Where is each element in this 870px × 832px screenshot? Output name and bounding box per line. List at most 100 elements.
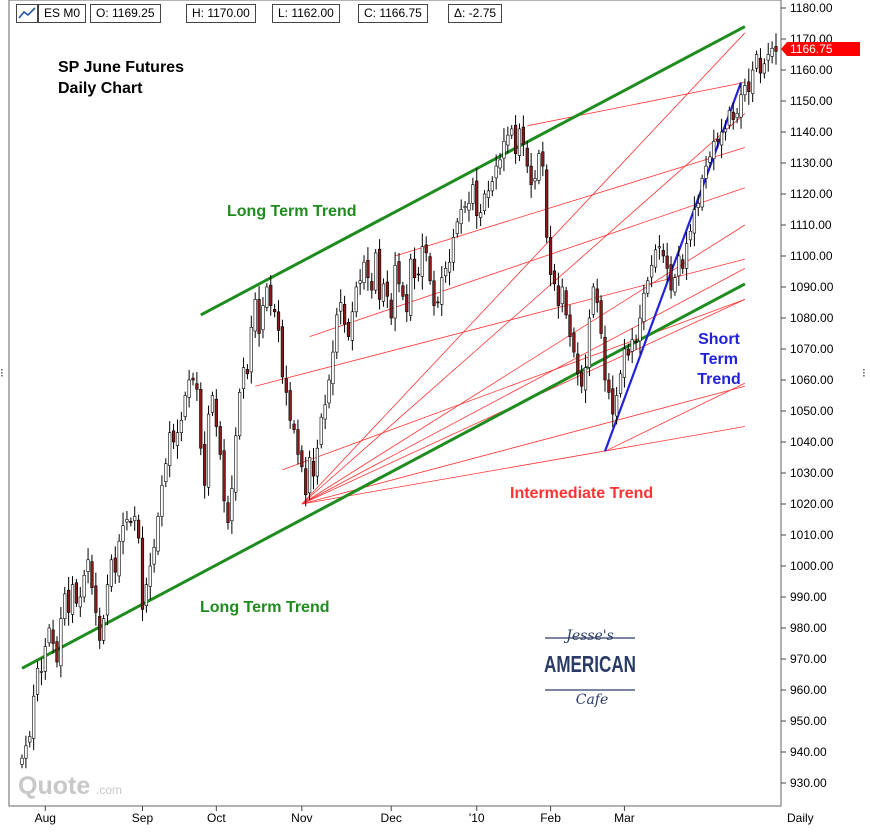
candle (502, 128, 506, 172)
candle-body (479, 212, 483, 218)
candle-body (218, 426, 222, 455)
candle-body (494, 165, 498, 179)
left-scroll-handle[interactable]: ⁝ (0, 366, 4, 380)
candle (440, 266, 444, 316)
candle-body (677, 255, 681, 277)
candle (82, 569, 86, 603)
candle (195, 372, 199, 401)
candle (265, 283, 269, 312)
candle-body (486, 190, 490, 199)
candle (152, 538, 156, 573)
candle (179, 411, 183, 442)
candle-body (397, 261, 401, 285)
candle-body (700, 178, 704, 208)
candle-body (537, 153, 541, 181)
candle (576, 342, 580, 386)
candle (751, 61, 755, 103)
quote-watermark: Quote .com (18, 772, 122, 800)
y-tick-label: 1030.00 (790, 466, 834, 480)
candle-body (412, 258, 417, 279)
candle (591, 283, 595, 319)
candle (603, 325, 607, 392)
candle-body (86, 559, 90, 572)
candle (346, 318, 351, 341)
candle-body (269, 284, 273, 306)
candle (393, 252, 397, 332)
candle (39, 658, 44, 686)
candle-body (183, 395, 187, 417)
candle-body (735, 113, 739, 119)
candle (98, 607, 102, 649)
candle-body (94, 585, 98, 613)
candle-body (78, 596, 82, 608)
candle (451, 228, 456, 271)
candle-body (576, 353, 580, 375)
candle (94, 572, 98, 626)
candle (758, 48, 763, 84)
x-tick-label: Sep (132, 811, 154, 825)
candle (545, 164, 549, 243)
candle-body (230, 488, 234, 522)
candle-body (393, 264, 397, 319)
header-symbol[interactable]: ES M0 (38, 4, 87, 23)
candle (723, 120, 728, 141)
chart-type-icon[interactable] (16, 4, 38, 23)
header-low: L: 1162.00 (272, 4, 340, 23)
candle-body (335, 314, 339, 353)
candle-body (712, 141, 716, 159)
y-tick-label: 950.00 (790, 714, 827, 728)
candle (436, 296, 440, 308)
candle (692, 196, 696, 247)
candle (234, 427, 238, 501)
candle (63, 586, 67, 626)
candle (444, 261, 448, 283)
candle-body (416, 273, 421, 276)
candle-body (517, 128, 522, 156)
candle (339, 289, 343, 325)
candle (587, 309, 592, 377)
y-tick-label: 970.00 (790, 652, 827, 666)
candle (521, 115, 525, 157)
quote-watermark-suffix: .com (96, 783, 122, 797)
right-scroll-handle[interactable]: ⁝ (862, 366, 866, 380)
candle (513, 115, 518, 164)
y-tick-label: 1020.00 (790, 497, 834, 511)
candle-body (284, 378, 288, 393)
candle (304, 457, 308, 507)
candle (358, 269, 362, 295)
candle-body (774, 46, 778, 52)
y-tick-label: 1100.00 (790, 249, 833, 263)
candle-body (622, 348, 627, 378)
candle-body (463, 206, 467, 208)
candle-body (273, 309, 277, 313)
y-tick-label: 930.00 (790, 776, 827, 790)
candle-body (758, 57, 763, 74)
candle-body (148, 565, 152, 587)
x-tick-label: Dec (381, 811, 402, 825)
candle (766, 42, 770, 72)
candle-body (43, 646, 47, 672)
candle (486, 180, 490, 208)
y-tick-label: 1130.00 (790, 156, 833, 170)
candle-body (626, 348, 630, 356)
candle-body (210, 395, 215, 413)
candle-body (548, 237, 553, 275)
candle-body (482, 193, 487, 212)
candle-body (164, 463, 168, 482)
candle (218, 421, 222, 460)
candle (28, 731, 32, 748)
annotation-long-term-lower: Long Term Trend (200, 599, 330, 616)
candle (113, 546, 117, 584)
y-tick-label: 1080.00 (790, 311, 834, 325)
candle (222, 439, 226, 513)
candle-body (32, 695, 36, 739)
candle (226, 495, 230, 530)
candle-body (409, 258, 413, 316)
candle (214, 389, 218, 437)
candle-body (506, 134, 510, 146)
candle-body (117, 540, 121, 577)
candle-body (552, 270, 557, 285)
candle (156, 512, 160, 555)
candle (350, 301, 354, 351)
candle-body (171, 430, 176, 443)
